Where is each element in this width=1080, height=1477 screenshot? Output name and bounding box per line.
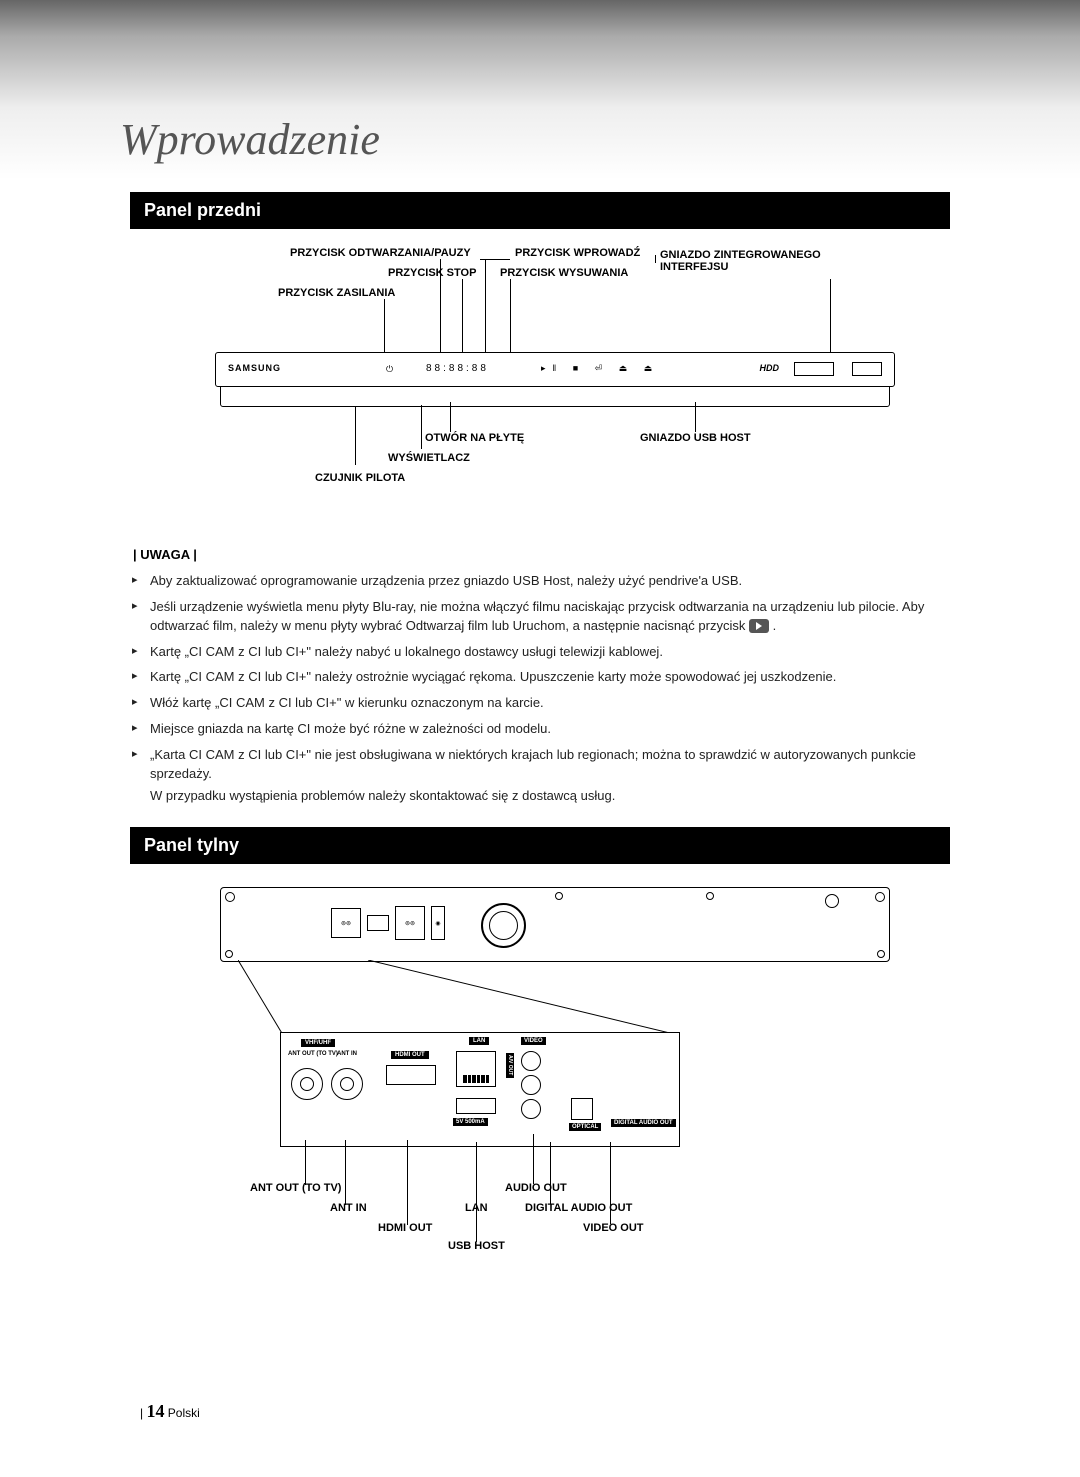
note-list: Aby zaktualizować oprogramowanie urządze…	[130, 572, 950, 784]
section-front-panel: Panel przedni	[130, 192, 950, 229]
rear-chassis: ⊚⊚ ⊚⊚ ◉	[220, 887, 890, 962]
note-item: Włóż kartę „CI CAM z CI lub CI+" w kieru…	[130, 694, 950, 713]
label-play-pause: PRZYCISK ODTWARZANIA/PAUZY	[290, 247, 471, 259]
label-disc-slot: OTWÓR NA PŁYTĘ	[425, 432, 524, 444]
label-power: PRZYCISK ZASILANIA	[278, 287, 395, 299]
front-panel-diagram: PRZYCISK ODTWARZANIA/PAUZY PRZYCISK STOP…	[130, 247, 950, 527]
label-remote: CZUJNIK PILOTA	[315, 472, 405, 484]
label-stop: PRZYCISK STOP	[388, 267, 476, 279]
label-ci-slot: GNIAZDO ZINTEGROWANEGO INTERFEJSU	[660, 249, 840, 273]
front-buttons: ▸‖ ■ ⏎ ⏏ ⏏	[541, 363, 659, 374]
label-enter: PRZYCISK WPROWADŹ	[515, 247, 640, 259]
device-front-face: SAMSUNG ⏻ 88:88:88 ▸‖ ■ ⏎ ⏏ ⏏ HDD	[215, 352, 895, 387]
footer-lang: Polski	[168, 1406, 200, 1420]
label-usb: USB HOST	[448, 1240, 505, 1252]
rear-expanded-view: VHF/UHF ANT OUT (TO TV) ANT IN HDMI OUT …	[280, 1032, 680, 1147]
callout-svg	[238, 960, 723, 1035]
rear-panel-diagram: ⊚⊚ ⊚⊚ ◉	[130, 882, 950, 1252]
brand-logo: SAMSUNG	[228, 363, 281, 373]
label-digital-audio: DIGITAL AUDIO OUT	[525, 1202, 632, 1214]
optical-port	[571, 1098, 593, 1120]
manual-page: Wprowadzenie Panel przedni PRZYCISK ODTW…	[0, 0, 1080, 1477]
label-ant-in: ANT IN	[330, 1202, 367, 1214]
fan-icon	[481, 903, 526, 948]
lan-port	[456, 1051, 496, 1087]
ant-out-port	[291, 1068, 323, 1100]
audio-r-port	[521, 1075, 541, 1095]
video-port	[521, 1051, 541, 1071]
note-item: Jeśli urządzenie wyświetla menu płyty Bl…	[130, 598, 950, 636]
display-digits: 88:88:88	[426, 363, 489, 374]
play-icon	[749, 619, 769, 633]
rear-ports-compact: ⊚⊚ ⊚⊚ ◉	[331, 906, 445, 940]
usb-slot	[794, 362, 834, 376]
label-display: WYŚWIETLACZ	[388, 452, 470, 464]
note-item: Kartę „CI CAM z CI lub CI+" należy nabyć…	[130, 643, 950, 662]
label-audio-out: AUDIO OUT	[505, 1182, 567, 1194]
label-hdmi: HDMI OUT	[378, 1222, 432, 1234]
page-title: Wprowadzenie	[120, 114, 380, 165]
label-lan: LAN	[465, 1202, 488, 1214]
label-eject: PRZYCISK WYSUWANIA	[500, 267, 628, 279]
ant-in-port	[331, 1068, 363, 1100]
label-ant-out: ANT OUT (TO TV)	[250, 1182, 341, 1194]
note-item: „Karta CI CAM z CI lub CI+" nie jest obs…	[130, 746, 950, 784]
content-area: Panel przedni PRZYCISK ODTWARZANIA/PAUZY…	[0, 192, 1080, 1252]
page-number: 14	[146, 1401, 164, 1421]
note-heading: | UWAGA |	[133, 547, 950, 562]
usb-port	[456, 1098, 496, 1114]
note-continuation: W przypadku wystąpienia problemów należy…	[130, 787, 950, 806]
label-usb-host: GNIAZDO USB HOST	[640, 432, 751, 444]
section-rear-panel: Panel tylny	[130, 827, 950, 864]
page-footer: | 14 Polski	[140, 1401, 200, 1422]
header-gradient: Wprowadzenie	[0, 0, 1080, 180]
audio-l-port	[521, 1099, 541, 1119]
note-item: Aby zaktualizować oprogramowanie urządze…	[130, 572, 950, 591]
ci-slot	[852, 362, 882, 376]
rear-screw-icon	[825, 894, 839, 908]
note-item: Miejsce gniazda na kartę CI może być róż…	[130, 720, 950, 739]
note-item: Kartę „CI CAM z CI lub CI+" należy ostro…	[130, 668, 950, 687]
hdmi-port	[386, 1065, 436, 1085]
label-video-out: VIDEO OUT	[583, 1222, 644, 1234]
